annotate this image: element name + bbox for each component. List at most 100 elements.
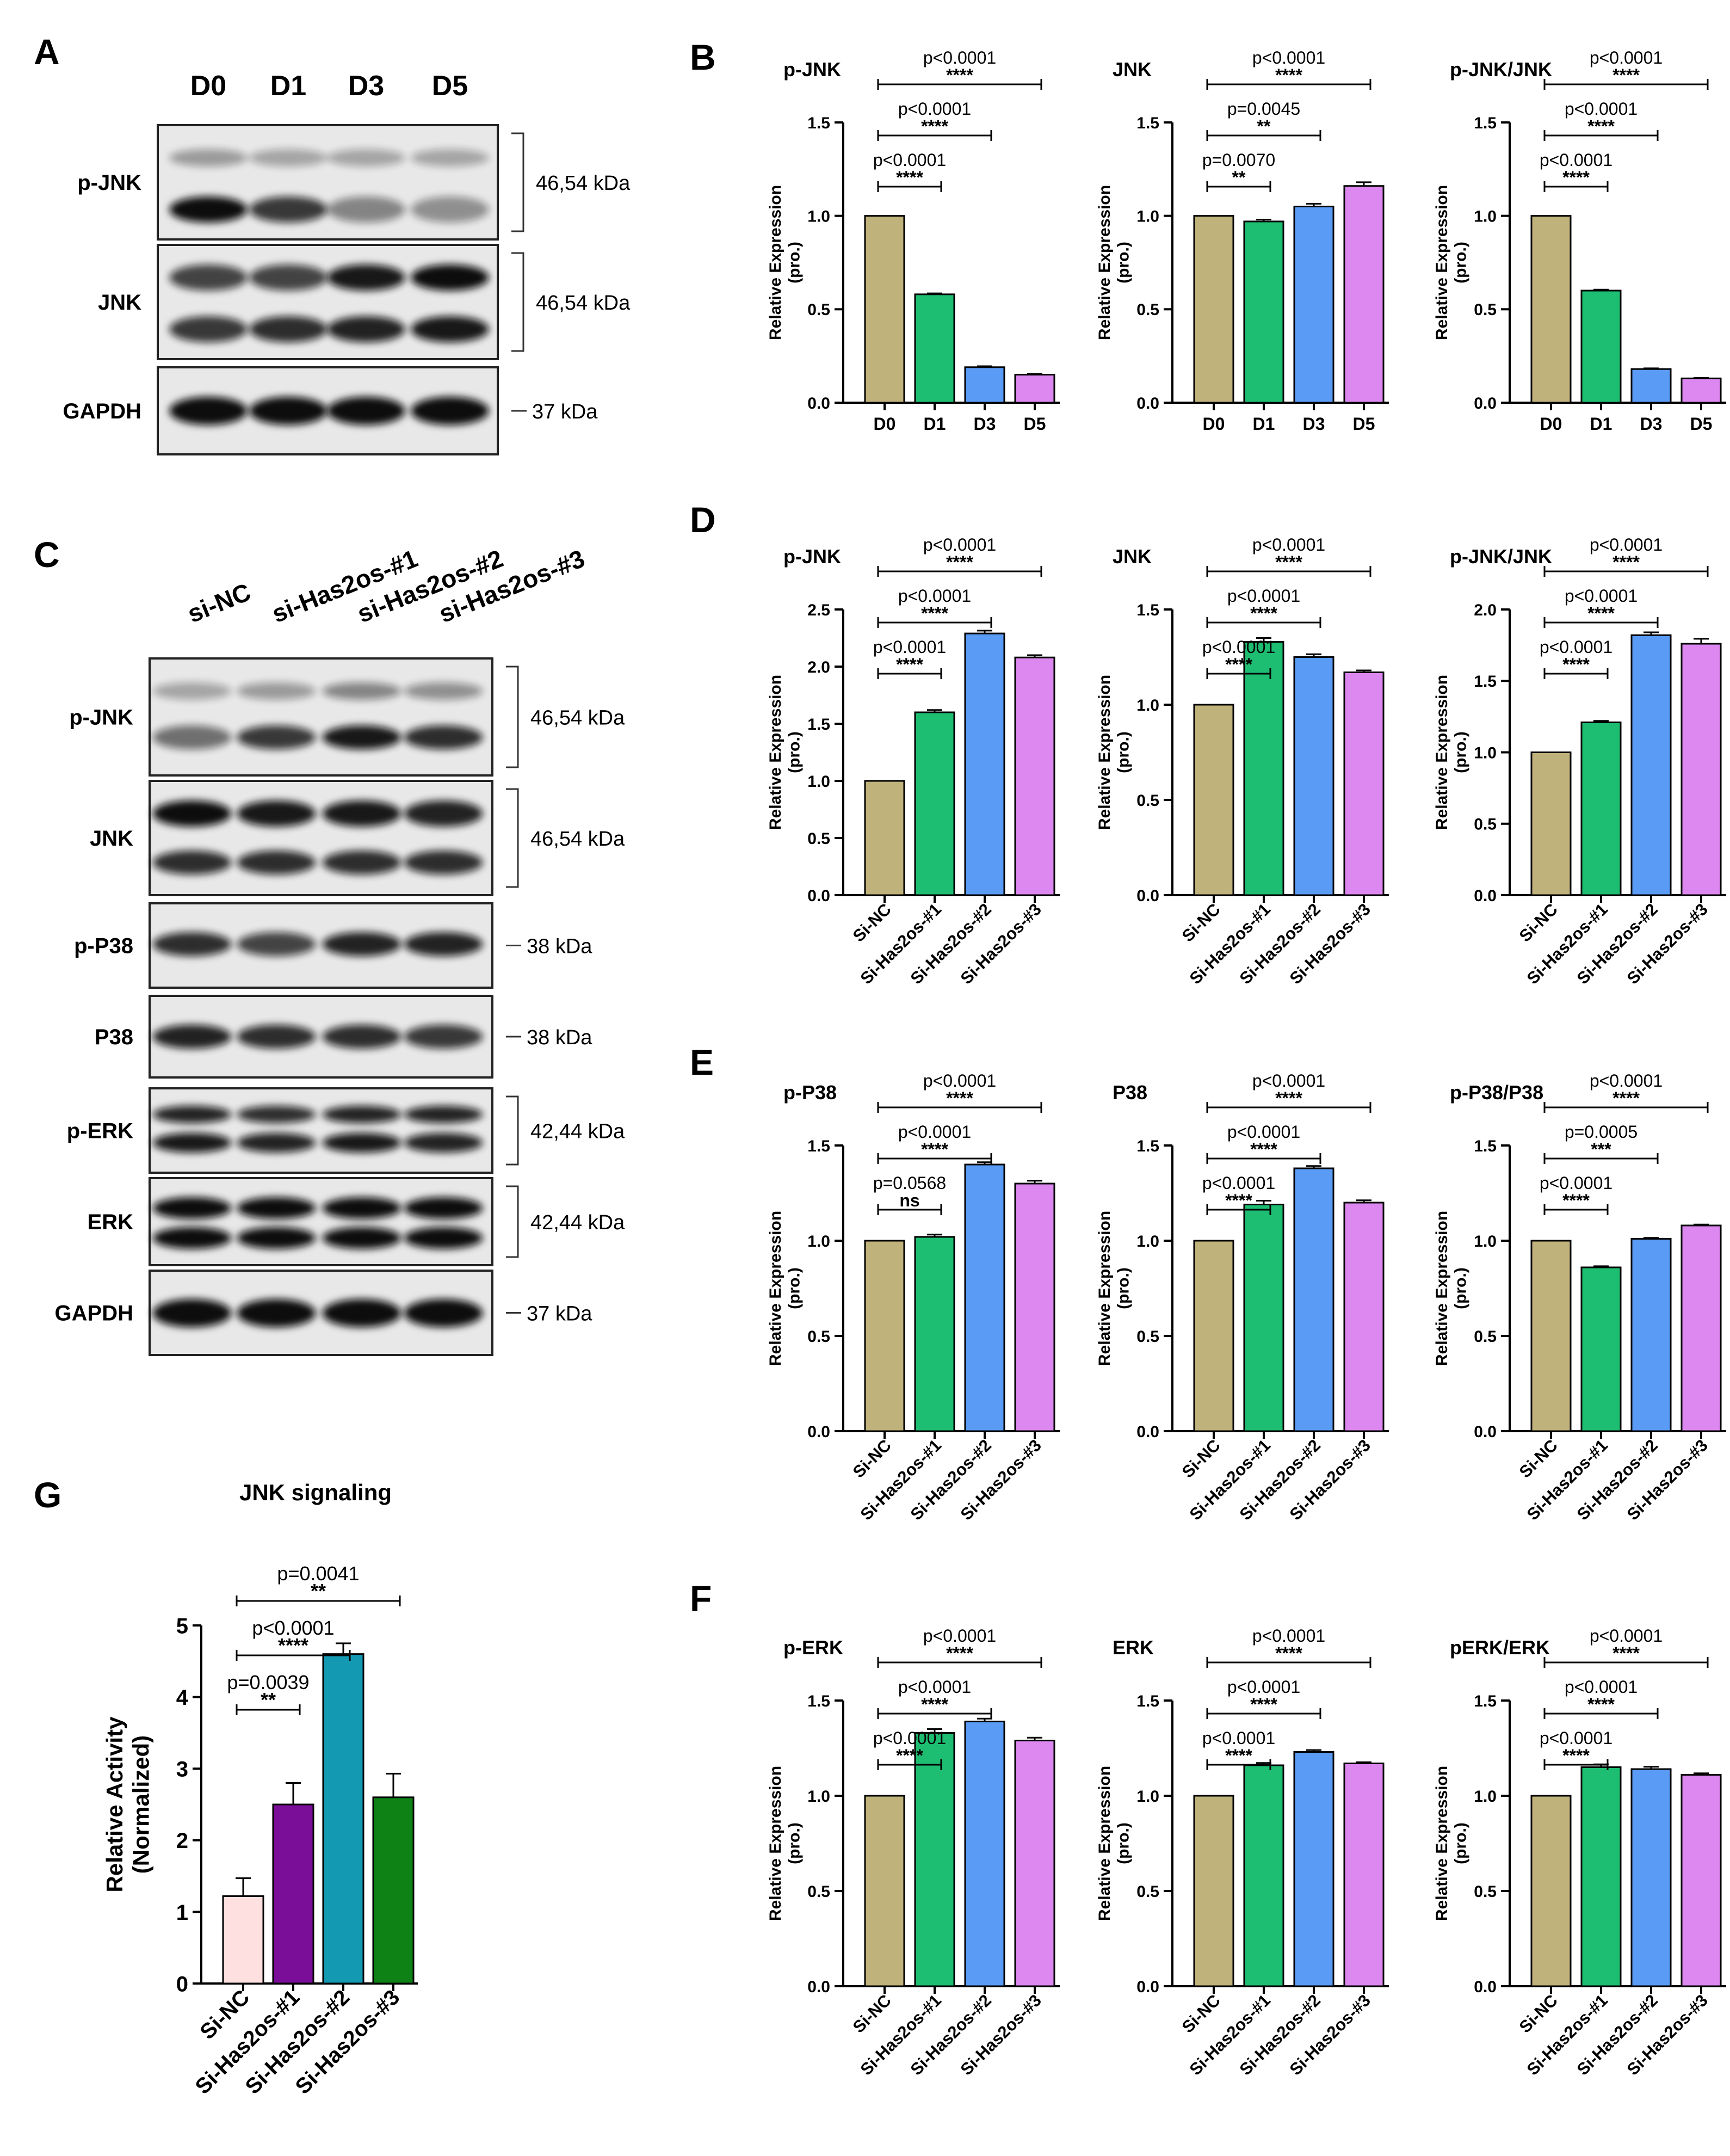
blot-bracket — [511, 132, 524, 232]
x-tick-label: D0 — [1540, 414, 1562, 434]
bar — [1530, 1795, 1572, 1987]
sig-stars: **** — [921, 116, 948, 136]
sig-stars: **** — [946, 65, 973, 85]
sig-p-value: p<0.0001 — [1202, 1728, 1275, 1748]
blot-lane-label: si-NC — [183, 577, 255, 628]
y-tick-label: 2.0 — [1474, 601, 1497, 619]
blot-band — [152, 1197, 232, 1219]
y-axis-label-line: Relative Activity — [102, 1716, 127, 1893]
y-tick-label: 1.0 — [807, 1233, 830, 1251]
x-tick-label: Si-NC — [1178, 900, 1224, 945]
sig-stars: **** — [1612, 65, 1640, 85]
blot-band — [322, 1133, 401, 1153]
sig-stars: **** — [1275, 65, 1302, 85]
chart-title: JNK — [1113, 545, 1152, 568]
sig-p-value: p<0.0001 — [1565, 586, 1638, 606]
blot-band — [404, 1227, 483, 1249]
blot-band — [237, 1025, 316, 1049]
blot-size-label: 46,54 kDa — [536, 172, 631, 195]
sig-stars: **** — [1612, 552, 1640, 572]
y-axis-label: Relative Expression(pro.) — [1096, 185, 1133, 340]
y-tick-label: 1.5 — [1474, 1692, 1497, 1710]
y-tick-label: 0.0 — [1474, 887, 1497, 905]
x-tick-label: D5 — [1353, 414, 1375, 434]
blot-band — [237, 1197, 316, 1219]
bar — [864, 1795, 905, 1987]
blot-band — [169, 316, 248, 342]
bar — [1014, 656, 1055, 896]
x-tick-label: D0 — [874, 414, 896, 434]
panel-letter-d: D — [690, 500, 716, 540]
blot-band — [404, 1133, 483, 1153]
blot-box — [149, 780, 493, 896]
y-axis-label: Relative Expression(pro.) — [1096, 1766, 1133, 1921]
y-tick-label: 5 — [176, 1614, 188, 1638]
chart-title: JNK signaling — [239, 1480, 392, 1505]
chart-title: p-P38 — [783, 1081, 837, 1104]
blot-band — [152, 682, 232, 700]
sig-p-value: p<0.0001 — [898, 99, 971, 119]
y-tick-label: 0.5 — [1136, 792, 1159, 810]
y-axis-label-line: Relative Expression — [1433, 185, 1451, 340]
y-axis-label-line: Relative Expression — [1096, 1766, 1114, 1921]
blot-band — [152, 800, 232, 827]
bar — [964, 1163, 1005, 1432]
bar — [1343, 672, 1385, 896]
y-axis-label-line: (pro.) — [1452, 731, 1470, 773]
sig-p-value: p<0.0001 — [1227, 1122, 1300, 1142]
bar — [1293, 206, 1334, 404]
blot-band — [322, 1197, 401, 1219]
blot-band — [322, 682, 401, 700]
y-tick-label: 0.0 — [1474, 395, 1497, 412]
y-tick-label: 1.0 — [1474, 207, 1497, 225]
y-tick-label: 0.5 — [1474, 816, 1497, 834]
blot-band — [327, 196, 405, 223]
blot-band — [411, 264, 489, 291]
blot-band — [237, 932, 316, 956]
chart-d-p-jnk: 0.0 0.5 1.0 1.5 2.0 2.5 Relative Expression(pr… — [767, 535, 1060, 988]
bar — [1014, 374, 1055, 404]
blot-band — [152, 1025, 232, 1049]
blot-size-label: 38 kDa — [527, 935, 592, 958]
blot-band — [322, 800, 401, 827]
sig-stars: **** — [1250, 1139, 1277, 1159]
sig-p-value: p<0.0001 — [1227, 1677, 1300, 1697]
sig-stars: **** — [1275, 1643, 1302, 1663]
chart-d-jnk: 0.0 0.5 1.0 1.5 Relative Expression(pro.) JNK… — [1096, 535, 1389, 988]
sig-p-value: p=0.0039 — [227, 1671, 309, 1693]
bar — [914, 711, 955, 896]
chart-f-perk-erk: 0.0 0.5 1.0 1.5 Relative Expression(pro.) pER… — [1433, 1626, 1726, 2079]
sig-p-value: p=0.0005 — [1565, 1122, 1638, 1142]
sig-stars: **** — [1612, 1088, 1640, 1108]
blot-row-label: p-P38 — [74, 934, 133, 958]
chart-title: JNK — [1113, 58, 1152, 81]
blot-band — [152, 851, 232, 874]
blot-band — [237, 800, 316, 827]
chart-b-jnk: 0.0 0.5 1.0 1.5 Relative Expression(pro.) JNK… — [1096, 48, 1389, 434]
chart-title: p-JNK/JNK — [1450, 58, 1552, 81]
blot-band — [411, 397, 489, 425]
blot-row-label: GAPDH — [63, 399, 141, 423]
blot-band — [404, 682, 483, 700]
blot-row-label: ERK — [88, 1210, 134, 1234]
y-tick-label: 1.5 — [807, 114, 830, 132]
sig-p-value: p<0.0001 — [873, 637, 946, 657]
blot-box — [149, 1177, 493, 1266]
blot-row-label: JNK — [90, 827, 133, 851]
y-tick-label: 1.0 — [1136, 697, 1159, 714]
sig-stars: *** — [1591, 1139, 1611, 1159]
bar — [914, 293, 955, 404]
bar — [1630, 634, 1672, 896]
y-axis-label-line: Relative Expression — [1433, 1766, 1451, 1921]
y-tick-label: 1.5 — [1474, 1137, 1497, 1155]
bar — [1630, 1238, 1672, 1432]
y-axis-label-line: (pro.) — [1452, 242, 1470, 284]
y-axis-label-line: Relative Expression — [767, 1211, 784, 1366]
y-tick-label: 1.0 — [1136, 1788, 1159, 1806]
chart-e-p-p38: 0.0 0.5 1.0 1.5 Relative Expression(pro.) p-P… — [767, 1071, 1060, 1524]
blot-size-label: 46,54 kDa — [536, 292, 631, 315]
bar — [864, 1240, 905, 1432]
y-tick-label: 1.0 — [1474, 744, 1497, 762]
sig-p-value: p<0.0001 — [1202, 637, 1275, 657]
y-axis-label: Relative Expression(pro.) — [1433, 1211, 1470, 1366]
